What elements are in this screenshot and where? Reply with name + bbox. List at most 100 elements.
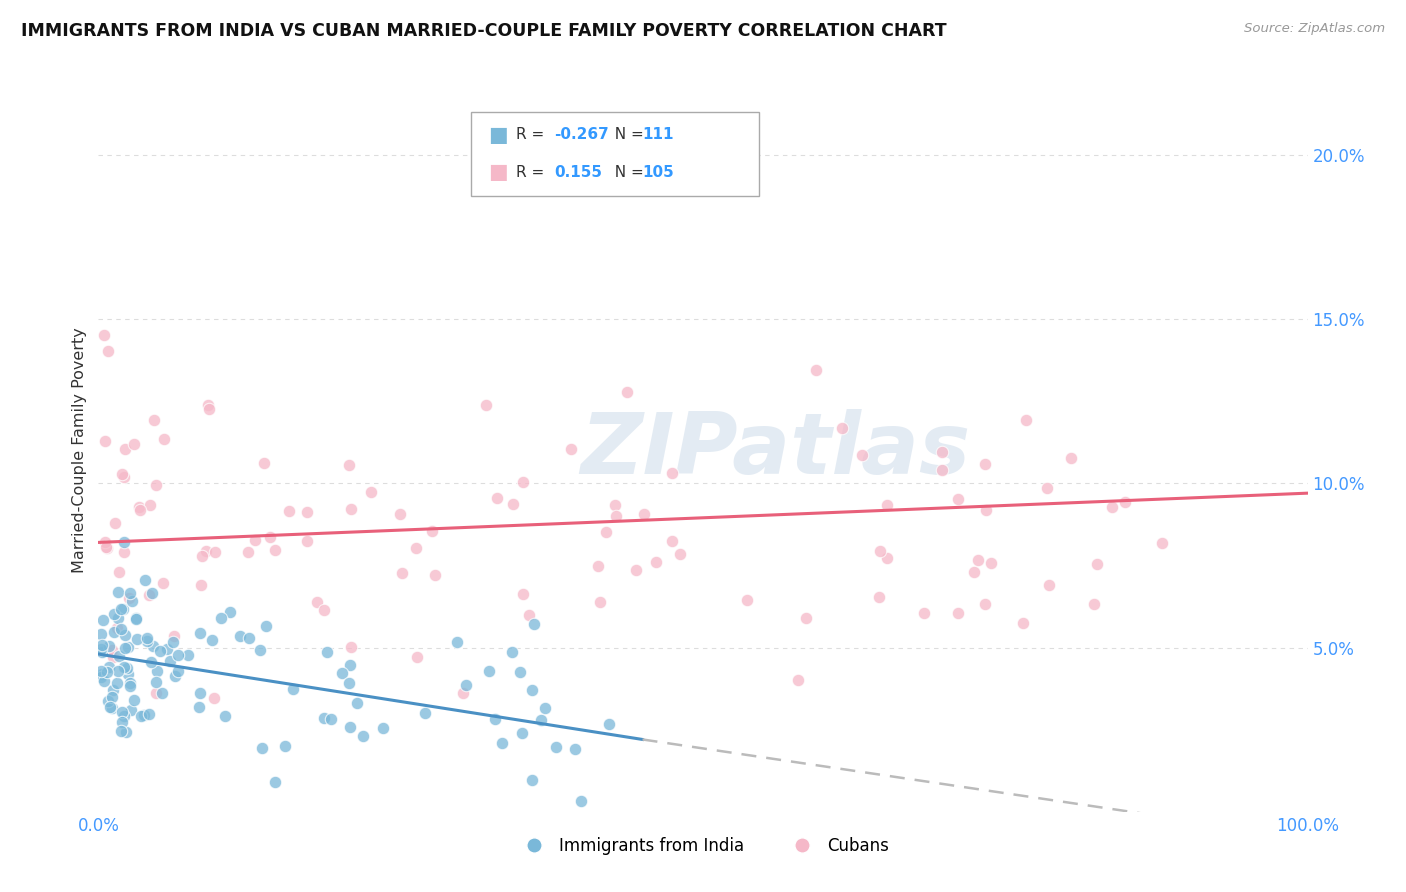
Point <box>112 659 135 673</box>
Point <box>534 701 557 715</box>
Text: 105: 105 <box>643 165 675 179</box>
Point <box>145 674 167 689</box>
Point <box>340 640 363 655</box>
Point <box>100 701 122 715</box>
Point <box>586 559 609 574</box>
Point <box>371 721 394 735</box>
Point <box>101 690 124 705</box>
Point <box>142 413 165 427</box>
Point <box>869 544 891 558</box>
Point <box>616 385 638 400</box>
Point <box>946 606 969 620</box>
Point <box>163 629 186 643</box>
Point <box>963 566 986 580</box>
Point <box>91 613 114 627</box>
Point <box>250 741 273 756</box>
Point <box>446 635 468 649</box>
Point <box>110 622 132 636</box>
Point <box>98 640 121 654</box>
Point <box>103 607 125 622</box>
Point <box>96 540 118 554</box>
Point <box>973 457 995 471</box>
Text: ■: ■ <box>488 125 508 145</box>
Point <box>1083 597 1105 611</box>
Point <box>188 626 211 640</box>
Point <box>517 608 540 623</box>
Point <box>598 717 620 731</box>
Text: -0.267: -0.267 <box>554 128 609 142</box>
Point <box>167 664 190 678</box>
Point <box>512 586 534 600</box>
Point <box>405 541 427 556</box>
Point <box>249 642 271 657</box>
Point <box>973 597 995 611</box>
Point <box>274 739 297 753</box>
Point <box>101 649 124 664</box>
Point <box>117 666 139 681</box>
Point <box>138 588 160 602</box>
Point <box>546 740 568 755</box>
Point <box>90 645 112 659</box>
Point <box>337 458 360 473</box>
Point <box>129 709 152 723</box>
Point <box>1150 536 1173 550</box>
Point <box>946 491 969 506</box>
Point <box>869 590 891 604</box>
Text: ■: ■ <box>488 162 508 182</box>
Point <box>197 402 219 417</box>
Point <box>787 673 810 687</box>
Point <box>605 498 627 512</box>
Point <box>391 566 413 580</box>
Point <box>214 709 236 723</box>
Point <box>111 705 134 719</box>
Point <box>967 553 990 567</box>
Point <box>423 568 446 582</box>
Point <box>125 612 148 626</box>
Point <box>851 448 873 462</box>
Point <box>876 498 898 512</box>
Point <box>111 715 134 730</box>
Point <box>264 775 287 789</box>
Point <box>238 545 260 559</box>
Point <box>117 591 139 605</box>
Point <box>876 550 898 565</box>
Point <box>523 617 546 632</box>
Point <box>110 602 132 616</box>
Point <box>263 543 285 558</box>
Point <box>190 578 212 592</box>
Point <box>295 534 318 549</box>
Point <box>478 664 501 678</box>
Point <box>520 682 543 697</box>
Point <box>219 605 242 619</box>
Point <box>149 644 172 658</box>
Text: 111: 111 <box>643 128 673 142</box>
Point <box>254 618 277 632</box>
Point <box>1015 413 1038 427</box>
Point <box>135 634 157 648</box>
Y-axis label: Married-Couple Family Poverty: Married-Couple Family Poverty <box>72 327 87 574</box>
Point <box>145 478 167 492</box>
Point <box>485 491 508 505</box>
Point <box>605 509 627 524</box>
Point <box>152 576 174 591</box>
Point <box>305 595 328 609</box>
Text: N =: N = <box>605 165 648 179</box>
Point <box>346 696 368 710</box>
Text: ZIPatlas: ZIPatlas <box>581 409 970 492</box>
Point <box>316 645 339 659</box>
Point <box>152 433 174 447</box>
Point <box>90 670 112 684</box>
Point <box>297 504 319 518</box>
Point <box>253 456 276 470</box>
Point <box>451 686 474 700</box>
Point <box>152 686 174 700</box>
Point <box>1038 578 1060 592</box>
Point <box>360 485 382 500</box>
Point <box>129 503 152 517</box>
Point <box>94 534 117 549</box>
Point <box>501 645 523 659</box>
Point <box>1114 495 1136 509</box>
Point <box>454 678 477 692</box>
Point <box>352 729 374 743</box>
Point <box>502 497 524 511</box>
